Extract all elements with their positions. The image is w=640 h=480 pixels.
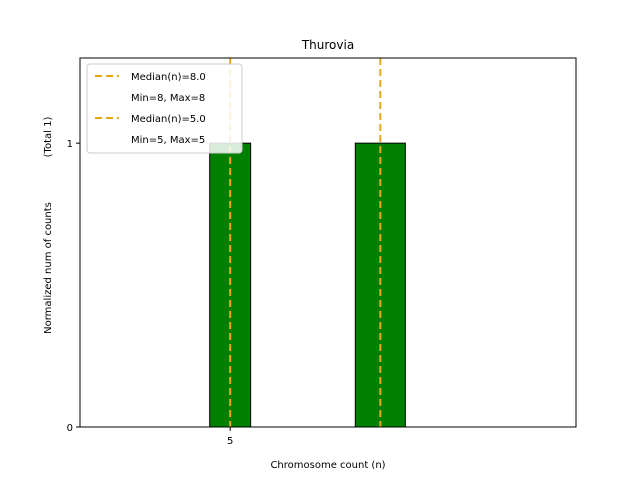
plot-frame xyxy=(79,57,577,428)
legend-median-label-1: Median(n)=5.0 xyxy=(131,114,206,125)
y-tick-label-1: 1 xyxy=(67,139,73,150)
legend-range-label-0: Min=8, Max=8 xyxy=(131,93,205,104)
x-tick-label-0: 5 xyxy=(227,436,233,447)
y-tick-label-0: 0 xyxy=(67,423,73,434)
legend: Median(n)=8.0 Min=8, Max=8 Median(n)=5.0 Mi… xyxy=(86,63,243,154)
legend-range-label-1: Min=5, Max=5 xyxy=(131,135,205,146)
y-axis-total-note: (Total 1) xyxy=(43,117,54,158)
plot-area xyxy=(209,58,406,428)
x-axis: 5 xyxy=(227,427,233,447)
chart-title: Thurovia xyxy=(301,38,354,52)
y-axis: 01 xyxy=(67,139,80,434)
x-axis-label: Chromosome count (n) xyxy=(270,460,385,471)
y-axis-label: Normalized num of counts xyxy=(43,202,54,334)
legend-median-label-0: Median(n)=8.0 xyxy=(131,72,206,83)
legend-frame xyxy=(86,63,243,154)
